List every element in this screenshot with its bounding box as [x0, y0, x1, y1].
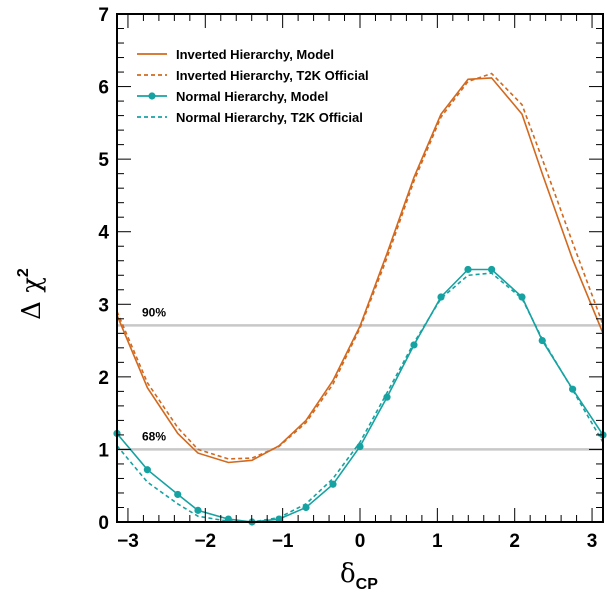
y-tick-label: 4 [98, 223, 109, 244]
data-point [488, 265, 496, 274]
data-point [174, 490, 182, 499]
data-point [437, 293, 445, 301]
y-tick-label: 7 [98, 5, 109, 26]
y-axis-title-sup: 2 [15, 268, 32, 277]
legend-label: Normal Hierarchy, Model [176, 89, 328, 104]
data-point [329, 480, 337, 488]
legend-label: Inverted Hierarchy, Model [176, 47, 334, 62]
y-tick-label: 1 [98, 440, 109, 461]
y-tick-label: 6 [98, 78, 109, 99]
x-axis-title-sub: CP [356, 576, 379, 593]
y-axis-title: Δ χ2 [15, 268, 47, 320]
x-tick-label: −1 [272, 531, 294, 552]
y-tick-label: 3 [98, 295, 109, 316]
data-point [518, 293, 526, 301]
legend-marker [148, 92, 156, 100]
x-tick-label: 3 [587, 531, 598, 552]
y-tick-label: 5 [98, 150, 109, 171]
y-axis-title-main: Δ χ [17, 277, 47, 320]
series-line [116, 272, 604, 523]
data-point [538, 336, 546, 345]
legend: Inverted Hierarchy, Model Inverted Hierar… [137, 47, 369, 125]
x-tick-label: −2 [194, 531, 216, 552]
data-point [410, 341, 418, 349]
axis-ticks [117, 13, 603, 523]
data-point [194, 506, 202, 514]
reference-line-label: 68% [142, 429, 166, 443]
x-tick-label: 1 [432, 531, 443, 552]
data-point [356, 442, 364, 451]
series-line [116, 72, 604, 460]
x-tick-label: 2 [509, 531, 520, 552]
x-tick-label: 0 [355, 531, 366, 552]
x-tick-label: −3 [117, 531, 139, 552]
y-tick-label: 0 [98, 513, 109, 534]
legend-label: Inverted Hierarchy, T2K Official [176, 68, 369, 83]
data-point [383, 393, 391, 401]
data-point [464, 265, 472, 274]
x-axis-title-main: δ [340, 559, 356, 589]
y-tick-label: 2 [98, 368, 109, 389]
legend-label: Normal Hierarchy, T2K Official [176, 110, 363, 125]
tick-labels: −3 −2 −1 0 1 2 3 0 1 2 3 4 5 6 7 [98, 5, 597, 552]
data-point [143, 466, 151, 474]
x-axis-title: δCP [340, 559, 378, 593]
reference-line-label: 90% [142, 305, 166, 319]
